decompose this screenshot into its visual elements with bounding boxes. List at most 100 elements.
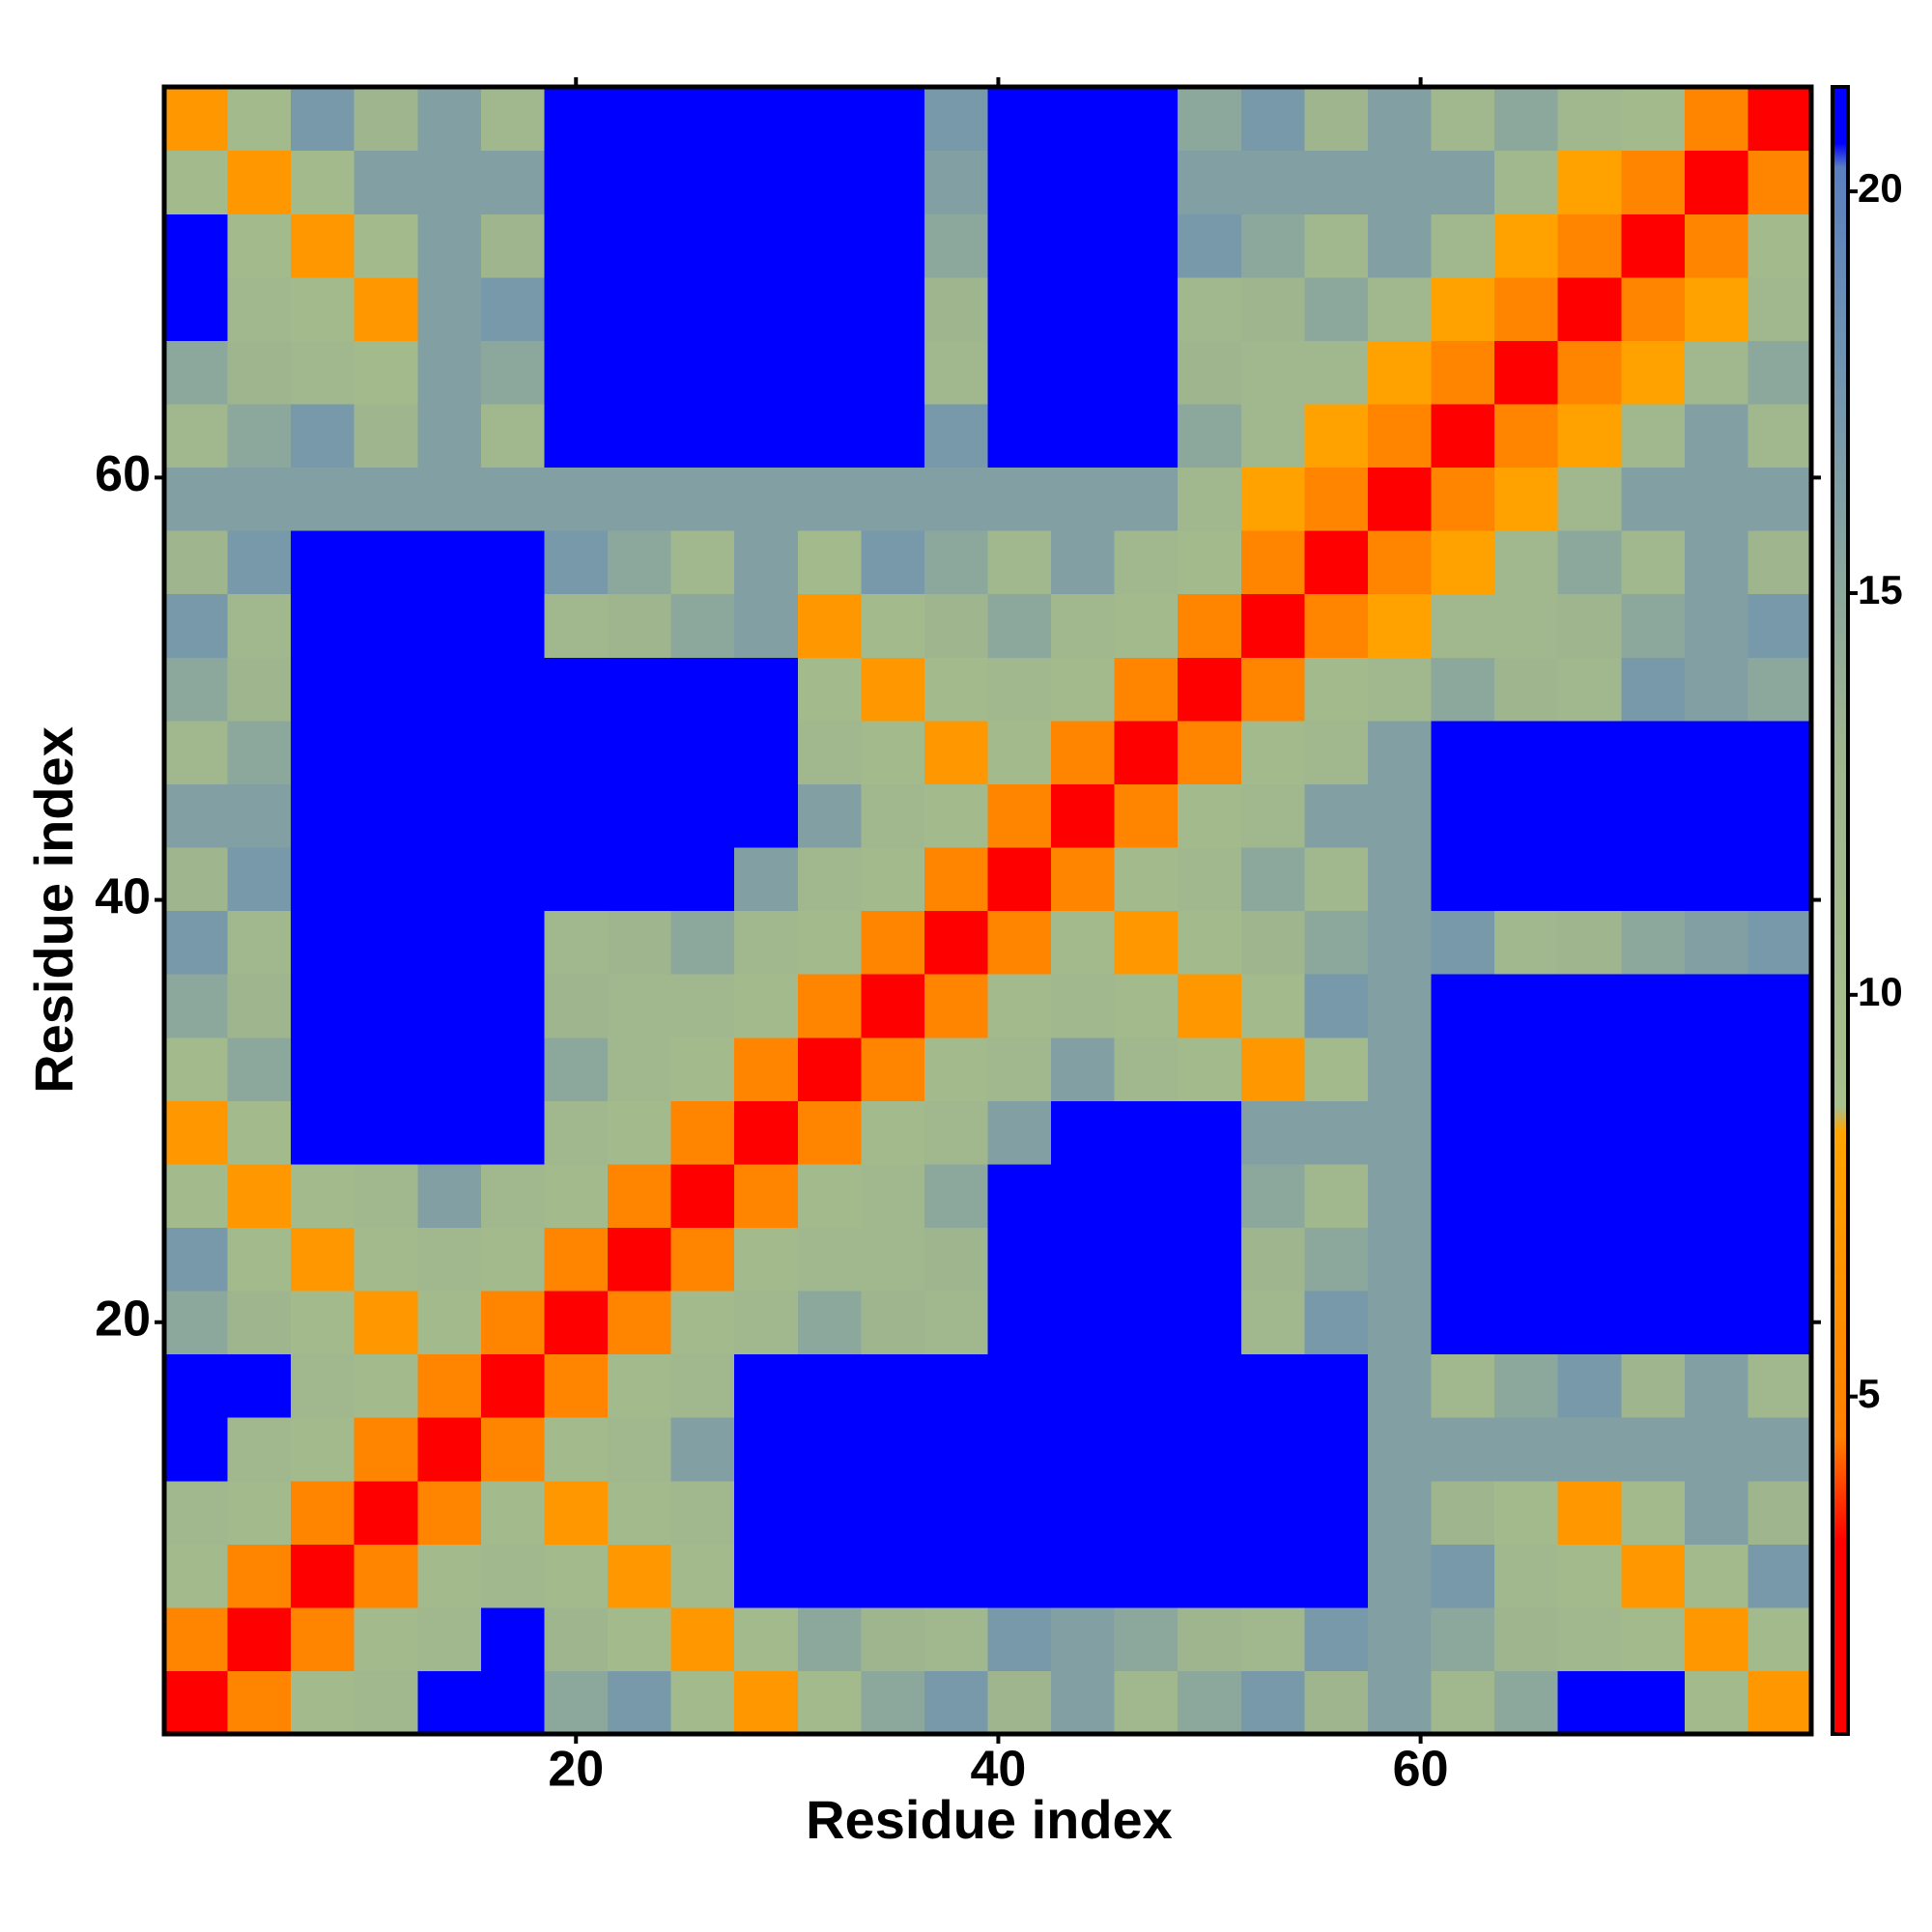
heatmap-cell xyxy=(291,1544,355,1608)
heatmap-cell xyxy=(227,1480,292,1545)
heatmap-cell xyxy=(1304,213,1369,278)
heatmap-cell xyxy=(164,1353,229,1418)
heatmap-cell xyxy=(608,1163,672,1228)
heatmap-cell xyxy=(291,276,355,341)
heatmap-cell xyxy=(480,340,546,405)
heatmap-cell xyxy=(734,1100,799,1165)
heatmap-cell xyxy=(797,150,862,214)
heatmap-cell xyxy=(1114,910,1179,975)
heatmap-cell xyxy=(1051,1227,1116,1292)
heatmap-cell xyxy=(1621,530,1686,595)
heatmap-cell xyxy=(1240,150,1305,214)
heatmap-cell xyxy=(291,1353,355,1418)
heatmap-cell xyxy=(1747,1606,1812,1672)
heatmap-cell xyxy=(164,846,229,912)
heatmap-cell xyxy=(1114,1480,1179,1545)
heatmap-cell xyxy=(1684,1480,1749,1545)
heatmap-cell xyxy=(1114,1037,1179,1101)
heatmap-cell xyxy=(1684,1606,1749,1672)
heatmap-cell xyxy=(1557,1606,1622,1672)
heatmap-cell xyxy=(1114,1544,1179,1608)
heatmap-cell xyxy=(1304,1163,1369,1228)
heatmap-cell xyxy=(734,1670,799,1735)
heatmap-cell xyxy=(1367,1227,1433,1292)
heatmap-cell xyxy=(227,974,292,1038)
heatmap-cell xyxy=(861,720,925,784)
heatmap-cell xyxy=(1747,530,1812,595)
heatmap-cell xyxy=(734,150,799,214)
heatmap-cell xyxy=(227,657,292,722)
heatmap-cell xyxy=(923,467,989,531)
heatmap-cell xyxy=(734,720,799,784)
heatmap-cell xyxy=(608,1227,672,1292)
heatmap-cell xyxy=(227,1100,292,1165)
heatmap-cell xyxy=(734,1544,799,1608)
heatmap-cell xyxy=(734,1480,799,1545)
heatmap-cell xyxy=(1367,1417,1433,1482)
heatmap-cell xyxy=(1494,276,1559,341)
heatmap-cell xyxy=(861,340,925,405)
heatmap-cell xyxy=(1114,213,1179,278)
heatmap-cell xyxy=(354,1606,418,1672)
heatmap-cell xyxy=(923,530,989,595)
heatmap-cell xyxy=(1621,403,1686,469)
heatmap-cell xyxy=(987,340,1052,405)
heatmap-cell xyxy=(544,340,609,405)
heatmap-cell xyxy=(987,846,1052,912)
heatmap-cell xyxy=(480,1417,546,1482)
heatmap-cell xyxy=(164,403,229,469)
heatmap-cell xyxy=(1747,340,1812,405)
heatmap-cell xyxy=(1367,593,1433,658)
heatmap-cell xyxy=(1684,1417,1749,1482)
heatmap-cell xyxy=(987,1100,1052,1165)
heatmap-cell xyxy=(1557,783,1622,848)
heatmap-cell xyxy=(1178,1480,1242,1545)
heatmap-cell xyxy=(417,593,482,658)
heatmap-cell xyxy=(1684,1670,1749,1735)
heatmap-cell xyxy=(670,150,735,214)
heatmap-cell xyxy=(987,150,1052,214)
heatmap-cell xyxy=(1240,910,1305,975)
heatmap-cell xyxy=(417,467,482,531)
heatmap-cell xyxy=(670,1670,735,1735)
heatmap-cell xyxy=(1304,150,1369,214)
heatmap-cell xyxy=(1114,593,1179,658)
x-tick-label: 40 xyxy=(971,1742,1027,1798)
heatmap-cell xyxy=(1621,467,1686,531)
heatmap-cell xyxy=(1557,530,1622,595)
heatmap-cell xyxy=(797,974,862,1038)
heatmap-cell xyxy=(1621,846,1686,912)
heatmap-cell xyxy=(1684,1037,1749,1101)
heatmap-cell xyxy=(1178,974,1242,1038)
heatmap-cell xyxy=(1747,1163,1812,1228)
heatmap-cell xyxy=(1178,720,1242,784)
heatmap-cell xyxy=(1557,467,1622,531)
heatmap-cell xyxy=(1051,1100,1116,1165)
heatmap-cell xyxy=(861,1163,925,1228)
heatmap-cell xyxy=(608,1606,672,1672)
heatmap-cell xyxy=(1367,1606,1433,1672)
heatmap-cell xyxy=(1367,276,1433,341)
heatmap-cell xyxy=(1240,276,1305,341)
plot-frame xyxy=(161,84,1814,1737)
heatmap-cell xyxy=(987,467,1052,531)
heatmap-cell xyxy=(1240,783,1305,848)
heatmap-cell xyxy=(670,530,735,595)
heatmap-cell xyxy=(670,1227,735,1292)
heatmap-cell xyxy=(1240,530,1305,595)
heatmap-cell xyxy=(1114,783,1179,848)
heatmap-cell xyxy=(544,1544,609,1608)
heatmap-cell xyxy=(1494,846,1559,912)
heatmap-cell xyxy=(987,530,1052,595)
heatmap-cell xyxy=(1621,593,1686,658)
heatmap-cell xyxy=(1684,910,1749,975)
heatmap-cell xyxy=(480,1544,546,1608)
heatmap-cell xyxy=(1431,783,1495,848)
heatmap-cell xyxy=(1051,1417,1116,1482)
heatmap-cell xyxy=(417,910,482,975)
heatmap-cell xyxy=(1621,213,1686,278)
heatmap-cell xyxy=(1304,1417,1369,1482)
heatmap-cell xyxy=(1557,1670,1622,1735)
heatmap-cell xyxy=(164,276,229,341)
heatmap-cell xyxy=(861,1353,925,1418)
